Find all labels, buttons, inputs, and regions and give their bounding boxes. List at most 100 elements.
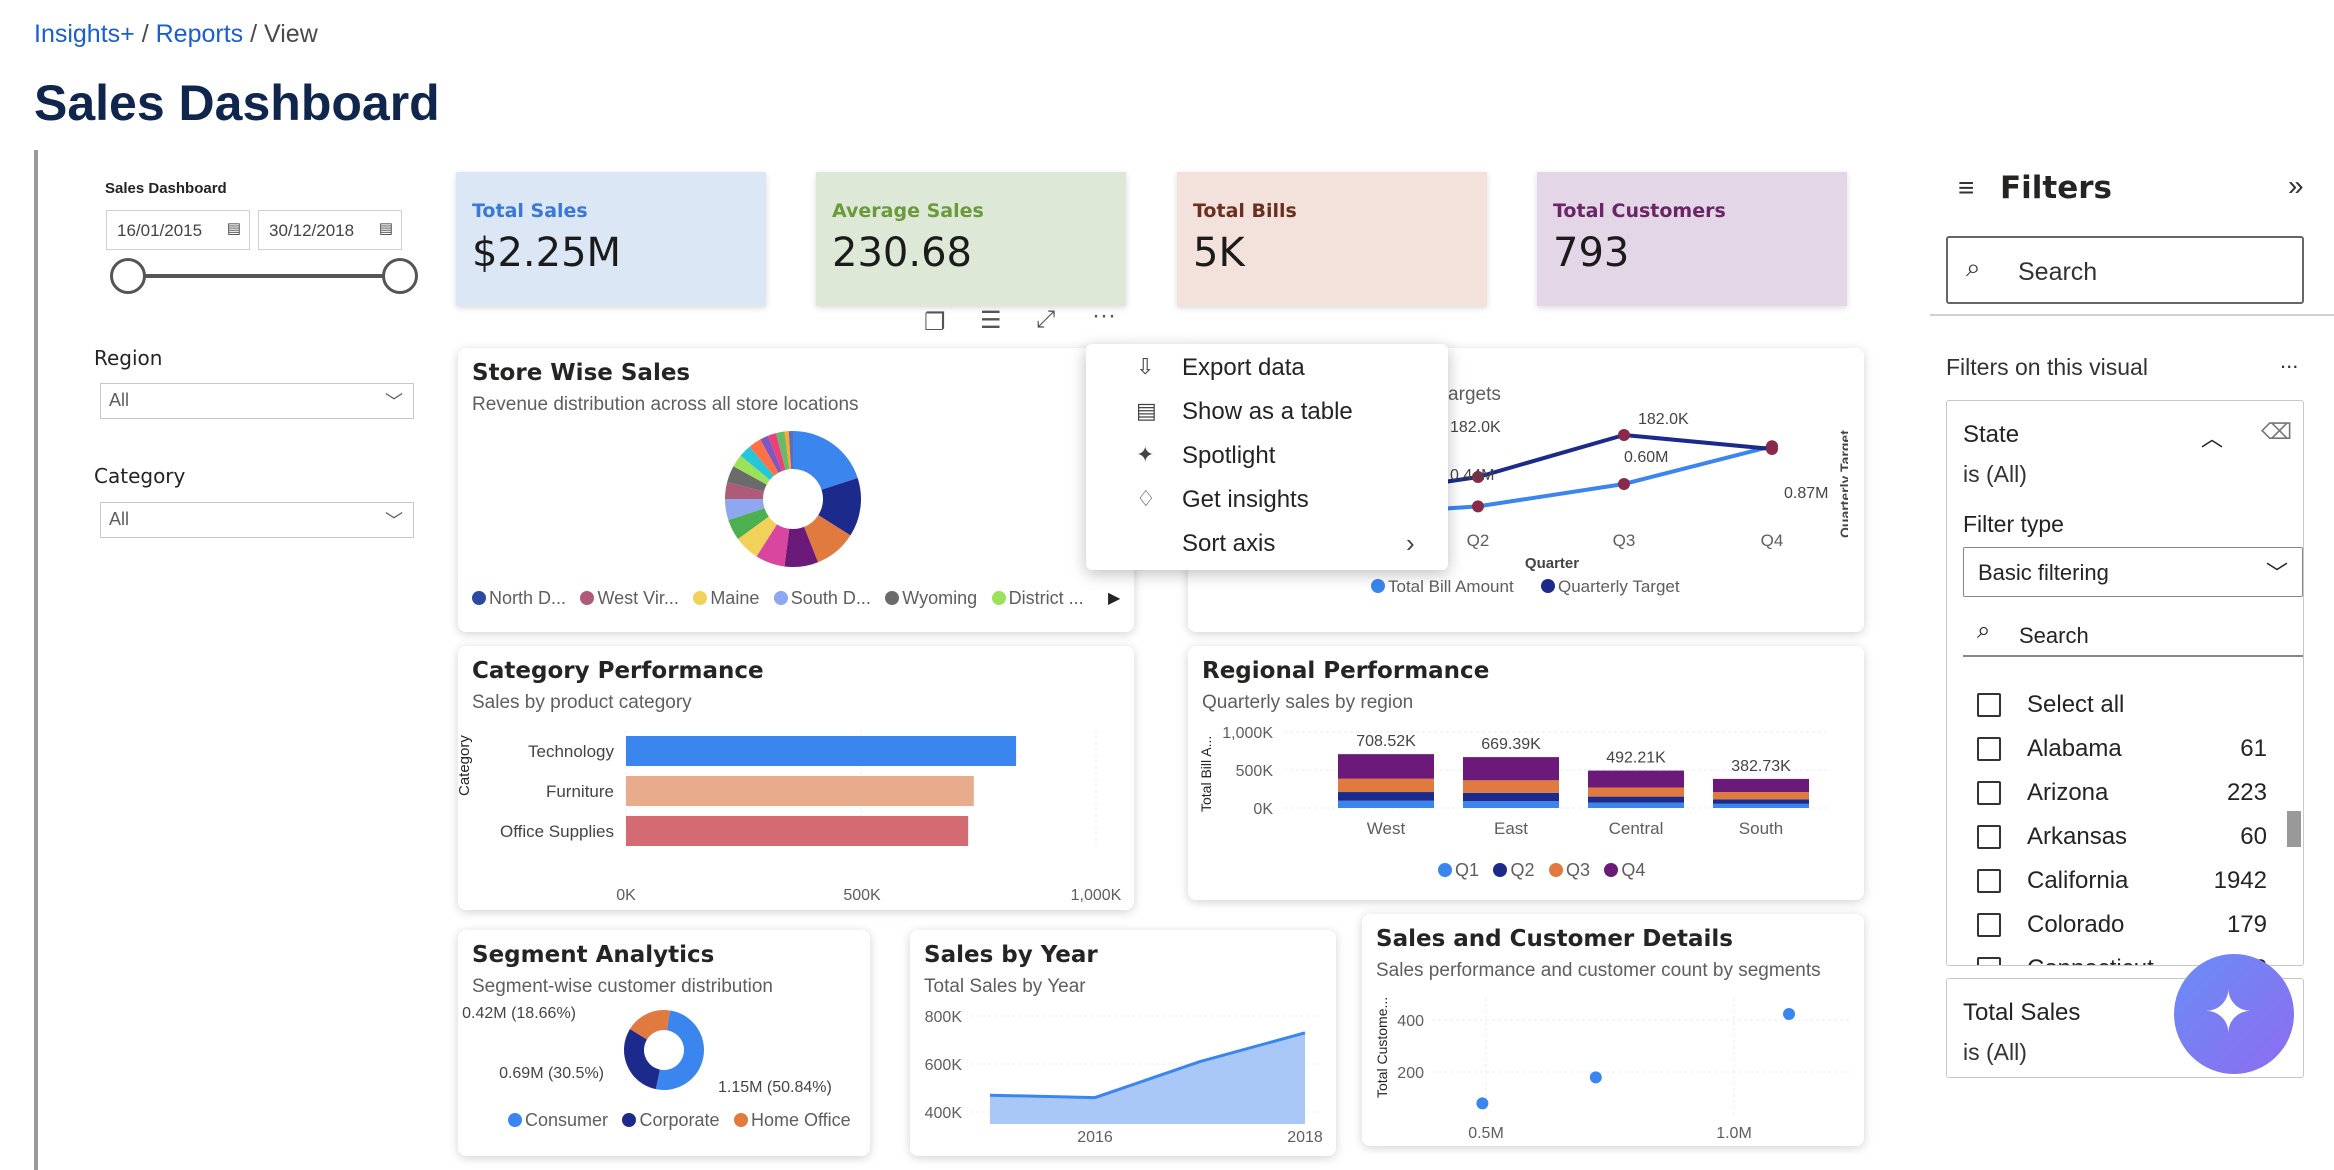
pie-slice — [740, 446, 774, 480]
store-donut-chart[interactable] — [718, 424, 868, 574]
state-count: 223 — [2226, 779, 2267, 806]
breadcrumb-current: View — [264, 20, 318, 48]
total-sales-filter-card[interactable]: Total Sales is (All) — [1946, 978, 2304, 1078]
menu-export-data[interactable]: Export data — [1182, 354, 1305, 381]
category-performance-card[interactable]: Category Performance Sales by product ca… — [456, 646, 1134, 910]
state-filter-card: State is (All) ︿ ⌫ Filter type Basic fil… — [1946, 400, 2304, 966]
store-wise-sales-card[interactable]: Store Wise Sales Revenue distribution ac… — [458, 348, 1134, 632]
legend-item[interactable]: Corporate — [622, 1110, 720, 1131]
breadcrumb-insights[interactable]: Insights+ — [34, 20, 135, 48]
category-bar-chart[interactable]: 0K 500K 1,000K Technology Furniture Office… — [458, 726, 1134, 910]
kpi-label: Total Bills — [1193, 200, 1297, 222]
state-checkbox[interactable] — [1977, 781, 2001, 805]
kpi-total-customers[interactable]: Total Customers 793 — [1537, 172, 1847, 306]
x-tick: 500K — [843, 887, 881, 904]
state-checkbox[interactable] — [1977, 825, 2001, 849]
regional-legend: Q1 Q2 Q3 Q4 — [1438, 860, 1655, 881]
category-dropdown[interactable]: All ﹀ — [100, 502, 414, 538]
date-slider-end-handle[interactable] — [382, 258, 418, 294]
breadcrumb-reports[interactable]: Reports — [155, 20, 244, 48]
eraser-icon[interactable]: ⌫ — [2261, 419, 2293, 444]
stacked-bar-segment — [1338, 754, 1434, 779]
kpi-total-bills[interactable]: Total Bills 5K — [1177, 172, 1487, 306]
scrollbar-thumb[interactable] — [2287, 811, 2301, 847]
data-label: 708.52K — [1356, 733, 1416, 750]
collapse-pane-icon[interactable]: » — [2288, 170, 2304, 201]
sales-by-year-card[interactable]: Sales by Year Total Sales by Year 800K 6… — [910, 930, 1336, 1156]
calendar-icon[interactable]: ▤ — [378, 220, 393, 237]
card-subtitle: Total Sales by Year — [924, 976, 1086, 997]
legend-label: Total Bill Amount — [1388, 577, 1514, 596]
legend-item[interactable]: Wyoming — [885, 588, 977, 609]
date-slider-track — [128, 274, 398, 278]
filters-section-label: Filters on this visual — [1946, 354, 2148, 380]
state-name: Arizona — [2027, 779, 2109, 806]
filter-visual-icon[interactable]: ☰ — [980, 307, 1002, 334]
legend-item[interactable]: Q1 — [1438, 860, 1479, 881]
focus-mode-icon[interactable]: ⤢ — [1036, 306, 1056, 333]
menu-show-as-table[interactable]: Show as a table — [1182, 398, 1353, 425]
copilot-button[interactable]: ✦ — [2174, 954, 2294, 1074]
date-slider-start-handle[interactable] — [110, 258, 146, 294]
pie-slice — [733, 455, 770, 485]
region-slicer-label: Region — [94, 346, 163, 370]
kpi-average-sales[interactable]: Average Sales 230.68 — [816, 172, 1126, 306]
segment-donut-chart[interactable]: 0.42M (18.66%) 0.69M (30.5%) 1.15M (50.8… — [458, 1000, 870, 1110]
pie-slice — [784, 526, 819, 567]
filter-type-label: Filter type — [1963, 511, 2064, 537]
sales-by-year-area-chart[interactable]: 800K 600K 400K 2016 2018 — [910, 1000, 1336, 1150]
legend-dot — [1371, 579, 1385, 593]
filter-icon: ≡ — [1958, 172, 1975, 203]
menu-get-insights[interactable]: Get insights — [1182, 486, 1309, 513]
legend-label: Quarterly Target — [1558, 577, 1680, 596]
legend-item[interactable]: North D... — [472, 588, 566, 609]
pie-slice — [760, 435, 782, 473]
date-slicer-title: Sales Dashboard — [105, 180, 227, 197]
select-all-checkbox[interactable] — [1977, 693, 2001, 717]
state-checkbox[interactable] — [1977, 869, 2001, 893]
region-dropdown[interactable]: All ﹀ — [100, 383, 414, 419]
legend-item[interactable]: Q4 — [1604, 860, 1645, 881]
state-checkbox[interactable] — [1977, 957, 2001, 965]
state-search-input[interactable]: ⌕ Search — [1963, 611, 2303, 657]
legend-item[interactable]: District ... — [991, 588, 1084, 609]
card-title: Category Performance — [472, 658, 764, 684]
legend-item[interactable]: Maine — [693, 588, 759, 609]
regional-stacked-bar-chart[interactable]: 1,000K 500K 0K 708.52K West 669.39K East 492… — [1188, 716, 1864, 866]
calendar-icon[interactable]: ▤ — [226, 220, 241, 237]
scatter-point — [1476, 1097, 1489, 1110]
category-bar — [626, 816, 969, 846]
legend-item[interactable]: Home Office — [733, 1110, 851, 1131]
search-placeholder: Search — [2018, 258, 2098, 286]
data-point — [1618, 429, 1630, 441]
legend-item[interactable]: Q2 — [1493, 860, 1534, 881]
sales-customer-details-card[interactable]: Sales and Customer Details Sales perform… — [1362, 914, 1864, 1146]
stacked-bar-segment — [1463, 792, 1559, 802]
section-more-icon[interactable]: ... — [2280, 348, 2299, 373]
copy-visual-icon[interactable]: ❐ — [924, 309, 946, 336]
x-tick: Q2 — [1467, 531, 1490, 550]
more-options-icon[interactable]: ··· — [1092, 302, 1116, 329]
state-checkbox[interactable] — [1977, 737, 2001, 761]
filters-search-box[interactable]: ⌕ Search — [1946, 236, 2304, 304]
menu-sort-axis[interactable]: Sort axis — [1182, 530, 1276, 557]
chevron-up-icon[interactable]: ︿ — [2201, 426, 2224, 451]
sales-customer-scatter-chart[interactable]: 400 200 0.5M 1.0M — [1362, 994, 1864, 1144]
pie-slice — [788, 431, 793, 470]
legend-item[interactable]: South D... — [773, 588, 871, 609]
legend-item[interactable]: Q3 — [1548, 860, 1590, 881]
segment-analytics-card[interactable]: Segment Analytics Segment-wise customer … — [458, 930, 870, 1156]
date-end-input[interactable]: 30/12/2018 ▤ — [258, 210, 402, 250]
legend-item[interactable]: West Vir... — [580, 588, 679, 609]
date-start-input[interactable]: 16/01/2015 ▤ — [106, 210, 250, 250]
kpi-total-sales[interactable]: Total Sales $2.25M — [456, 172, 766, 306]
menu-spotlight[interactable]: Spotlight — [1182, 442, 1276, 469]
filter-type-dropdown[interactable]: Basic filtering ﹀ — [1963, 547, 2303, 597]
legend-next-icon[interactable]: ▶ — [1108, 590, 1121, 607]
state-count: 179 — [2226, 911, 2267, 938]
table-icon: ▤ — [1136, 398, 1157, 423]
search-placeholder: Search — [2019, 623, 2089, 648]
regional-performance-card[interactable]: Regional Performance Quarterly sales by … — [1188, 646, 1864, 900]
state-checkbox[interactable] — [1977, 913, 2001, 937]
legend-item[interactable]: Consumer — [508, 1110, 608, 1131]
